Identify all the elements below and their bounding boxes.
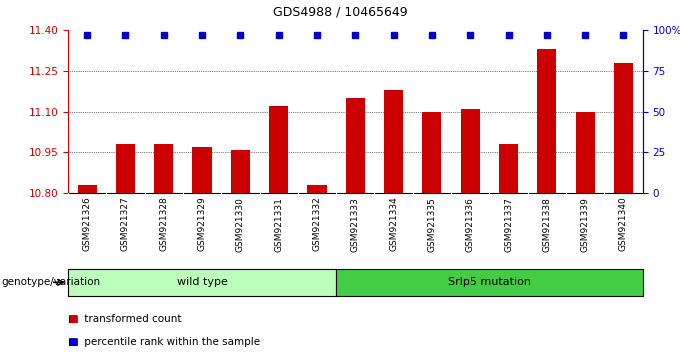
Text: GSM921336: GSM921336: [466, 197, 475, 252]
Text: GSM921329: GSM921329: [198, 197, 207, 251]
Bar: [537, 49, 556, 193]
Text: GSM921332: GSM921332: [313, 197, 322, 251]
Bar: [422, 112, 441, 193]
FancyBboxPatch shape: [336, 269, 643, 296]
Text: GSM921331: GSM921331: [274, 197, 283, 252]
Text: GSM921328: GSM921328: [159, 197, 168, 251]
Bar: [345, 98, 365, 193]
Text: GSM921335: GSM921335: [428, 197, 437, 252]
Text: GSM921326: GSM921326: [83, 197, 92, 251]
Text: GSM921339: GSM921339: [581, 197, 590, 252]
Text: ■  percentile rank within the sample: ■ percentile rank within the sample: [68, 337, 260, 347]
Text: ■  transformed count: ■ transformed count: [68, 314, 182, 324]
Bar: [460, 109, 480, 193]
Text: GSM921333: GSM921333: [351, 197, 360, 252]
Text: GSM921334: GSM921334: [389, 197, 398, 251]
Bar: [384, 90, 403, 193]
Text: GSM921327: GSM921327: [121, 197, 130, 251]
Bar: [499, 144, 518, 193]
Text: GSM921340: GSM921340: [619, 197, 628, 251]
Text: GSM921330: GSM921330: [236, 197, 245, 252]
Text: genotype/variation: genotype/variation: [1, 277, 101, 287]
Bar: [231, 149, 250, 193]
Bar: [116, 144, 135, 193]
Bar: [154, 144, 173, 193]
Text: Srlp5 mutation: Srlp5 mutation: [448, 277, 531, 287]
Text: wild type: wild type: [177, 277, 228, 287]
Bar: [575, 112, 595, 193]
Text: GSM921337: GSM921337: [504, 197, 513, 252]
Bar: [269, 106, 288, 193]
Text: ■: ■: [68, 337, 78, 347]
FancyBboxPatch shape: [68, 269, 336, 296]
Text: GSM921338: GSM921338: [543, 197, 551, 252]
Bar: [78, 185, 97, 193]
Bar: [192, 147, 211, 193]
Bar: [307, 185, 326, 193]
Text: ■: ■: [68, 314, 78, 324]
Text: GDS4988 / 10465649: GDS4988 / 10465649: [273, 5, 407, 18]
Bar: [614, 63, 633, 193]
